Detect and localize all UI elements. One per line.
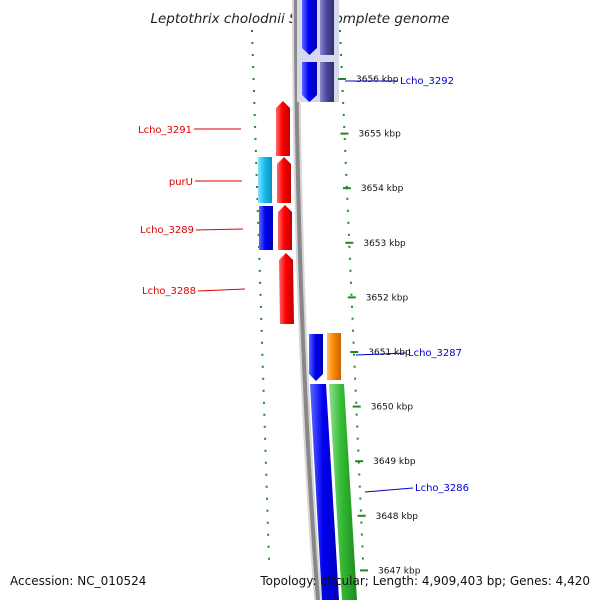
gene-label-lcho3287: Lcho_3287 <box>408 348 462 359</box>
accession-text: Accession: NC_010524 <box>10 574 147 588</box>
topology-summary: Topology: circular; Length: 4,909,403 bp… <box>260 574 590 588</box>
leader-line <box>364 487 414 493</box>
dotted-ring-outer <box>339 29 364 561</box>
cds-feature <box>309 334 323 381</box>
tick-label: 3654 kbp <box>361 184 404 194</box>
cds-feature <box>320 0 334 55</box>
leader-line <box>195 228 244 231</box>
leader-line <box>197 288 246 292</box>
gene-lcho3288-arrow <box>279 253 294 324</box>
tick-label: 3652 kbp <box>366 293 409 303</box>
purU-feature <box>258 157 272 203</box>
gene-label-lcho3291: Lcho_3291 <box>138 125 192 136</box>
tick-label: 3656 kbp <box>356 75 399 85</box>
gene-label-lcho3292: Lcho_3292 <box>400 76 454 87</box>
green-feature <box>329 384 357 600</box>
cds-feature <box>302 62 317 102</box>
tick-label: 3653 kbp <box>363 239 406 249</box>
gene-label-lcho3286: Lcho_3286 <box>415 483 469 494</box>
tick-label: 3647 kbp <box>378 566 421 576</box>
tick-label: 3651 kbp <box>368 348 411 358</box>
orange-feature <box>327 333 341 380</box>
gene-lcho3291-arrow <box>276 101 290 156</box>
gene-label-lcho3289: Lcho_3289 <box>140 225 194 236</box>
leader-line <box>355 352 407 356</box>
ticks: 3656 kbp 3655 kbp 3654 kbp 3653 kbp 3652 kbp… <box>338 75 421 576</box>
gene-purU-arrow <box>277 157 291 203</box>
cds-feature <box>320 62 334 102</box>
lcho3286-cds <box>310 384 339 600</box>
tick-label: 3650 kbp <box>371 403 414 413</box>
tick-label: 3648 kbp <box>376 512 419 522</box>
dotted-ring-inner <box>251 29 270 561</box>
tick-label: 3655 kbp <box>358 130 401 140</box>
tick-label: 3649 kbp <box>373 457 416 467</box>
gene-label-purU: purU <box>169 177 193 188</box>
lcho3289-feature <box>259 206 273 250</box>
backbone-ring <box>292 0 322 600</box>
gene-label-lcho3288: Lcho_3288 <box>142 286 196 297</box>
gene-lcho3289-arrow <box>278 205 292 250</box>
cds-feature <box>302 0 317 55</box>
